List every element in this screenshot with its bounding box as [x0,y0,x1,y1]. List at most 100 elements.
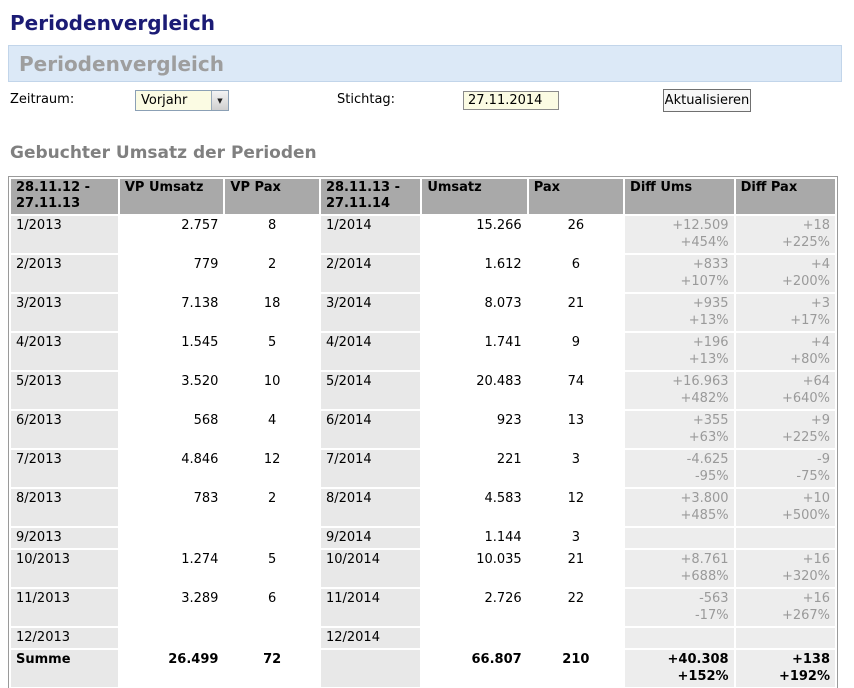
pax-cell: 21 [528,550,624,587]
vp-pax-cell: 5 [225,550,319,587]
umsatz-cell: 923 [422,411,527,448]
diff-pax-cell: +3 +17% [735,294,835,331]
period-prev-cell: 11/2013 [11,589,118,626]
umsatz-cell: 2.726 [422,589,527,626]
diff-pax-cell: +10 +500% [735,489,835,526]
total-diff-pax-cell: +138 +192% [735,650,835,687]
pax-cell: 3 [528,528,624,548]
col-header-period-curr: 28.11.13 - 27.11.14 [320,179,421,214]
umsatz-cell [422,628,527,648]
diff-pax-cell: +4 +80% [735,333,835,370]
stichtag-label: Stichtag: [337,92,396,107]
table-body: 1/2013 2.757 8 1/2014 15.266 26 +12.509 +454% +1… [11,216,835,648]
total-diff-ums-percent: +152% [677,669,729,684]
vp-umsatz-cell: 1.274 [119,550,224,587]
pax-cell: 13 [528,411,624,448]
pax-cell: 3 [528,450,624,487]
pax-cell: 21 [528,294,624,331]
period-prev-cell: 9/2013 [11,528,118,548]
pax-cell: 22 [528,589,624,626]
vp-umsatz-cell: 4.846 [119,450,224,487]
total-umsatz-cell: 66.807 [422,650,527,687]
diff-pax-cell: +16 +320% [735,550,835,587]
col-header-diff-ums: Diff Ums [625,179,734,214]
total-pax-cell: 210 [528,650,624,687]
period-prev-cell: 3/2013 [11,294,118,331]
period-curr-cell: 10/2014 [320,550,421,587]
aktualisieren-button[interactable]: Aktualisieren [663,89,751,112]
diff-pax-cell: -9 -75% [735,450,835,487]
period-prev-cell: 8/2013 [11,489,118,526]
col-header-pax: Pax [528,179,624,214]
diff-ums-cell: +16.963 +482% [625,372,734,409]
period-prev-cell: 5/2013 [11,372,118,409]
vp-pax-cell: 6 [225,589,319,626]
table-row: 1/2013 2.757 8 1/2014 15.266 26 +12.509 +454% +1… [11,216,835,253]
vp-umsatz-cell: 1.545 [119,333,224,370]
diff-pax-cell: +18 +225% [735,216,835,253]
total-diff-ums-value: +40.308 [667,652,729,667]
table-row: 8/2013 783 2 8/2014 4.583 12 +3.800 +485% +10 +50… [11,489,835,526]
period-curr-cell: 1/2014 [320,216,421,253]
diff-pax-cell [735,628,835,648]
diff-ums-cell: +3.800 +485% [625,489,734,526]
table-row: 12/2013 12/2014 [11,628,835,648]
vp-pax-cell: 10 [225,372,319,409]
vp-pax-cell: 18 [225,294,319,331]
table-row: 3/2013 7.138 18 3/2014 8.073 21 +935 +13% +3 +17% [11,294,835,331]
diff-ums-cell: +196 +13% [625,333,734,370]
diff-ums-cell: +935 +13% [625,294,734,331]
vp-pax-cell: 8 [225,216,319,253]
umsatz-cell: 4.583 [422,489,527,526]
diff-pax-cell: +64 +640% [735,372,835,409]
period-curr-cell: 7/2014 [320,450,421,487]
zeitraum-selected-value: Vorjahr [141,93,188,108]
diff-ums-cell: +355 +63% [625,411,734,448]
table-row: 6/2013 568 4 6/2014 923 13 +355 +63% +9 +225% [11,411,835,448]
total-vp-pax-cell: 72 [225,650,319,687]
vp-umsatz-cell: 7.138 [119,294,224,331]
vp-umsatz-cell: 3.520 [119,372,224,409]
period-prev-cell: 1/2013 [11,216,118,253]
pax-cell: 12 [528,489,624,526]
umsatz-cell: 15.266 [422,216,527,253]
period-curr-cell: 8/2014 [320,489,421,526]
diff-ums-cell [625,628,734,648]
vp-pax-cell: 5 [225,333,319,370]
diff-pax-cell: +4 +200% [735,255,835,292]
umsatz-cell: 1.144 [422,528,527,548]
period-curr-cell: 12/2014 [320,628,421,648]
zeitraum-select[interactable]: Vorjahr ▼ [135,90,229,111]
stichtag-input[interactable] [463,91,559,110]
period-curr-cell: 5/2014 [320,372,421,409]
col-header-umsatz: Umsatz [422,179,527,214]
table-row: 11/2013 3.289 6 11/2014 2.726 22 -563 -17% +16 +2… [11,589,835,626]
vp-umsatz-cell: 3.289 [119,589,224,626]
period-curr-cell: 11/2014 [320,589,421,626]
pax-cell: 6 [528,255,624,292]
vp-pax-cell: 2 [225,255,319,292]
chevron-down-icon[interactable]: ▼ [211,91,228,110]
zeitraum-label: Zeitraum: [10,92,75,107]
period-comparison-table: 28.11.12 - 27.11.13 VP Umsatz VP Pax 28.… [8,176,838,688]
pax-cell [528,628,624,648]
period-curr-cell: 2/2014 [320,255,421,292]
col-header-diff-pax: Diff Pax [735,179,835,214]
pax-cell: 9 [528,333,624,370]
total-period-cell [320,650,421,687]
table-row: 4/2013 1.545 5 4/2014 1.741 9 +196 +13% +4 +80% [11,333,835,370]
total-diff-pax-value: +138 [791,652,830,667]
umsatz-cell: 1.741 [422,333,527,370]
umsatz-cell: 221 [422,450,527,487]
vp-pax-cell: 12 [225,450,319,487]
period-prev-cell: 7/2013 [11,450,118,487]
diff-ums-cell [625,528,734,548]
diff-ums-cell: +8.761 +688% [625,550,734,587]
period-prev-cell: 10/2013 [11,550,118,587]
total-row: Summe 26.499 72 66.807 210 +40.308 +152%… [11,650,835,687]
table-row: 10/2013 1.274 5 10/2014 10.035 21 +8.761 +688% +… [11,550,835,587]
col-header-period-prev: 28.11.12 - 27.11.13 [11,179,118,214]
vp-umsatz-cell [119,528,224,548]
vp-pax-cell: 2 [225,489,319,526]
vp-pax-cell: 4 [225,411,319,448]
